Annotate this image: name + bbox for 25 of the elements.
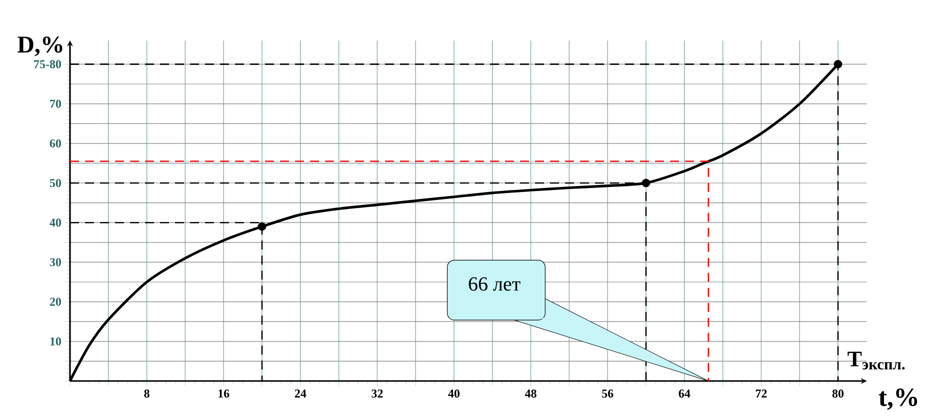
annotation: 66 лет: [468, 277, 520, 291]
y-tick-label: 60: [50, 139, 62, 148]
y-tick-label: 40: [50, 218, 62, 227]
x-tick-label: 48: [524, 390, 536, 398]
point: [258, 222, 266, 231]
x-tick-label: 72: [756, 390, 767, 398]
x-tick-label: 80: [832, 390, 844, 398]
x-tick-label: 8: [144, 390, 150, 398]
point: [642, 178, 650, 188]
y-tick-label: 30: [50, 258, 62, 266]
x-tick-label: 16: [218, 390, 230, 398]
x-tick-label: 24: [294, 390, 306, 398]
y-tick-label: 20: [50, 298, 62, 306]
x-axis-title: t,%: [878, 388, 918, 410]
x-tick-label: 40: [448, 390, 460, 398]
y-tick-label: 70: [50, 100, 62, 108]
y-tick-label: 10: [50, 337, 62, 346]
x-tick-label: 56: [602, 390, 614, 398]
point: [834, 60, 842, 68]
x-tick-label: 32: [372, 390, 383, 398]
annotation: T$_{экспл.}$: [848, 352, 905, 370]
y-tick-label: 50: [50, 178, 62, 188]
y-tick-label: 75-80: [34, 60, 62, 68]
x-tick-label: 64: [678, 390, 690, 398]
y-axis-title: D,%: [18, 36, 62, 56]
